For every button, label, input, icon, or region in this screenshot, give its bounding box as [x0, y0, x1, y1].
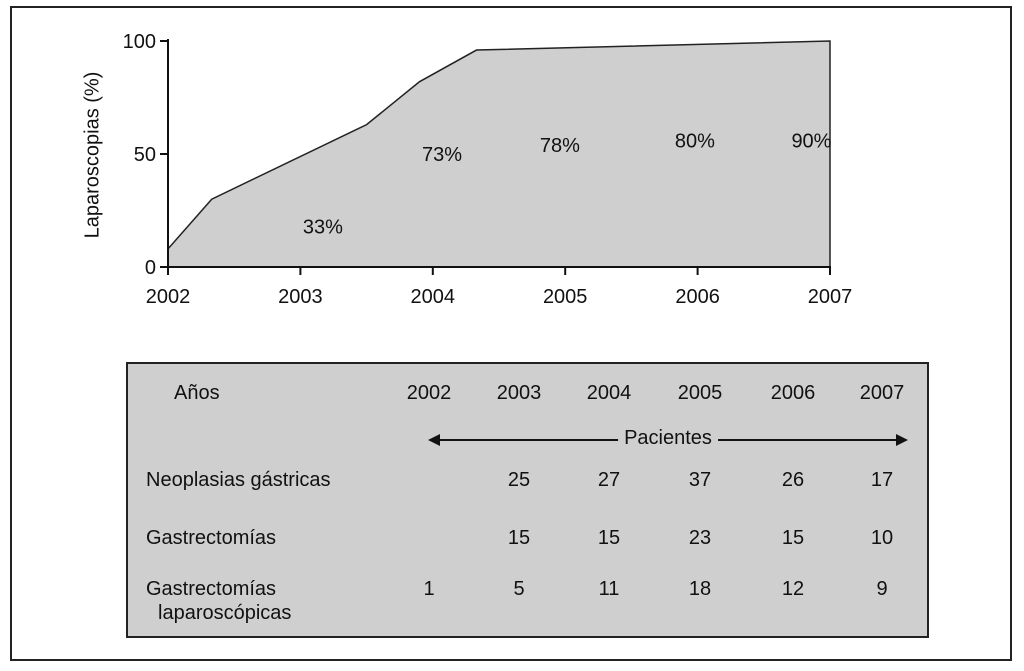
table-cell: 18 — [688, 578, 712, 600]
pacientes-label: Pacientes — [618, 427, 718, 450]
table-cell: 23 — [688, 527, 712, 549]
table-cell: 37 — [688, 469, 712, 491]
percent-annotation: 78% — [540, 135, 580, 157]
x-tick-label: 2007 — [808, 286, 853, 308]
year-header-cell: 2005 — [677, 382, 723, 404]
y-tick-label: 50 — [134, 144, 156, 166]
table-cell: 26 — [781, 469, 805, 491]
table-cell: 11 — [598, 578, 620, 600]
table-cell: 25 — [507, 469, 531, 491]
x-tick-label: 2002 — [146, 286, 191, 308]
chart-axes: 0 50 100 2002 2003 2004 2005 2006 2007 — [123, 31, 853, 308]
y-tick-label: 0 — [145, 257, 156, 279]
table-cell: 15 — [507, 527, 531, 549]
left-arrow-icon — [428, 434, 440, 446]
chart-annotations: 33% 73% 78% 80% 90% — [303, 130, 832, 238]
pacientes-span: Pacientes — [428, 427, 908, 452]
laparoscopy-area — [167, 40, 831, 268]
y-axis-title: Laparoscopias (%) — [81, 71, 104, 239]
x-tick-label: 2004 — [411, 286, 456, 308]
row-label: Gastrectomías — [146, 578, 277, 600]
patients-table: Años 2002 2003 2004 2005 2006 2007 Pacientes … — [126, 362, 929, 638]
percent-annotation: 90% — [791, 130, 831, 152]
table-cell: 9 — [876, 578, 888, 600]
percent-annotation: 33% — [303, 216, 343, 238]
table-cell: 17 — [870, 469, 894, 491]
year-header-cell: 2002 — [406, 382, 452, 404]
percent-annotation: 73% — [422, 144, 462, 166]
table-cell: 15 — [597, 527, 621, 549]
x-tick-label: 2005 — [543, 286, 588, 308]
table-cell: 1 — [423, 578, 435, 600]
table-cell: 10 — [870, 527, 894, 549]
table-cell: 12 — [781, 578, 805, 600]
row-label-second-line: laparoscópicas — [158, 602, 292, 624]
percent-annotation: 80% — [675, 130, 715, 152]
years-header-label: Años — [174, 382, 220, 404]
row-label: Gastrectomías — [146, 527, 277, 549]
x-tick-label: 2003 — [278, 286, 323, 308]
year-header-cell: 2003 — [496, 382, 542, 404]
row-label: Neoplasias gástricas — [146, 469, 331, 491]
year-header-cell: 2007 — [859, 382, 905, 404]
year-header-cell: 2006 — [770, 382, 816, 404]
x-tick-label: 2006 — [675, 286, 720, 308]
table-cell: 27 — [597, 469, 621, 491]
y-tick-label: 100 — [123, 31, 156, 53]
table-cell: 15 — [781, 527, 805, 549]
table-cell: 5 — [513, 578, 525, 600]
year-header-cell: 2004 — [586, 382, 632, 404]
right-arrow-icon — [896, 434, 908, 446]
